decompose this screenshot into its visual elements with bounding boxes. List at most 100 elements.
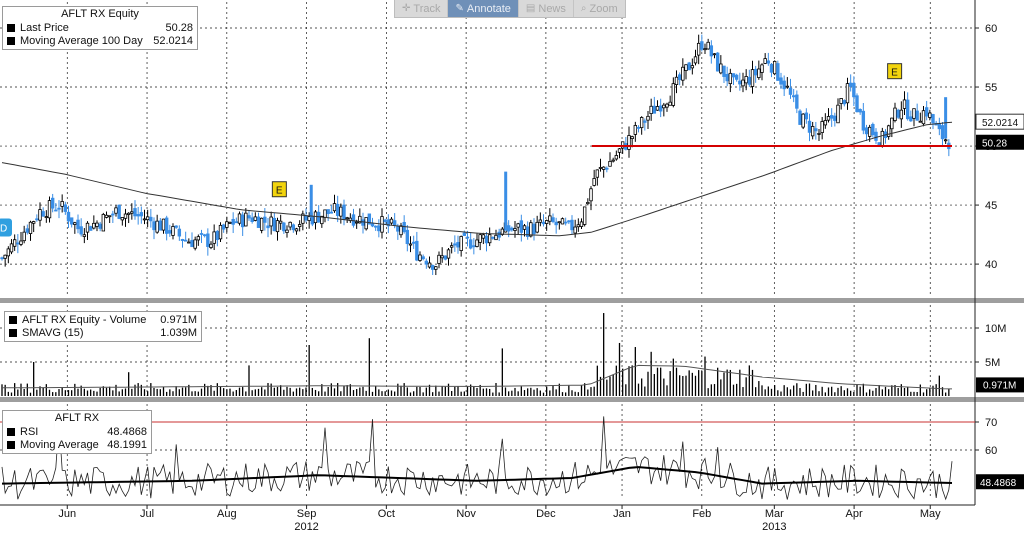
candle-body <box>719 63 723 74</box>
x-axis-label-aug: Aug <box>217 508 237 520</box>
candle-body <box>446 249 451 259</box>
candle-body <box>643 120 647 123</box>
candle-body <box>332 203 337 212</box>
candle-body <box>662 104 666 109</box>
candle-body <box>231 218 235 225</box>
candle-body <box>177 228 182 237</box>
candle-body <box>687 62 691 71</box>
rsi-label: RSI <box>20 425 39 438</box>
candle-body <box>373 225 378 228</box>
candle-body <box>627 135 631 150</box>
annotate-button[interactable]: ✎ Annotate <box>448 0 519 17</box>
x-axis-label-nov: Nov <box>456 508 476 520</box>
price-axis-label-60: 60 <box>985 23 997 35</box>
candle-body <box>437 254 441 264</box>
candle-body <box>361 219 365 226</box>
legend-row-rsi: RSI 48.4868 <box>7 425 147 438</box>
candle-body <box>658 105 663 112</box>
candle-body <box>570 219 574 231</box>
candle-body <box>253 216 258 221</box>
candle-body <box>886 125 891 137</box>
candle-body <box>722 65 726 77</box>
candle-body <box>589 188 593 202</box>
candle-body <box>82 234 87 237</box>
candle-body <box>434 266 438 270</box>
candle-body <box>291 224 296 231</box>
candle-body <box>855 95 859 113</box>
candle-body <box>16 242 20 245</box>
candle-body <box>218 224 223 240</box>
candle-body <box>275 220 280 233</box>
volume-legend[interactable]: AFLT RX Equity - Volume 0.971M SMAVG (15… <box>4 311 202 342</box>
candle-body <box>76 219 80 230</box>
candle-body <box>41 211 45 217</box>
candle-body <box>171 226 175 236</box>
candle-body <box>424 260 429 265</box>
rsi-ma-label: Moving Average <box>20 438 99 451</box>
candle-body <box>345 217 349 220</box>
candle-body <box>921 110 926 125</box>
candle-body <box>285 229 289 233</box>
candle-body <box>149 216 153 222</box>
candle-body <box>541 221 546 225</box>
candle-body <box>475 239 479 247</box>
candle-body <box>665 103 669 108</box>
candle-body <box>598 167 603 169</box>
candle-body <box>807 120 812 133</box>
zoom-button[interactable]: ⌕ Zoom <box>574 0 625 17</box>
candle-body <box>804 112 809 120</box>
candle-body <box>481 234 486 239</box>
candle-body <box>741 79 745 87</box>
x-axis-label-sep: Sep <box>297 508 317 520</box>
candle-body <box>579 221 584 227</box>
candle-body <box>142 218 147 221</box>
price-spike-candle-2 <box>944 97 948 139</box>
candle-body <box>744 76 748 84</box>
candle-body <box>674 76 679 85</box>
last-price-value: 50.28 <box>165 21 193 34</box>
price-legend[interactable]: AFLT RX Equity Last Price 50.28 Moving A… <box>2 6 198 50</box>
candle-body <box>820 121 824 133</box>
news-button[interactable]: ▤ News <box>519 0 574 17</box>
legend-row-rsi-ma: Moving Average 48.1991 <box>7 438 147 451</box>
candle-body <box>747 76 752 85</box>
candle-body <box>757 68 761 78</box>
zoom-label: Zoom <box>589 2 618 15</box>
candle-body <box>595 169 600 178</box>
candle-body <box>893 107 897 121</box>
candle-body <box>510 227 514 231</box>
candles-group <box>0 34 951 276</box>
price-spike-candle-0 <box>309 184 313 218</box>
candle-body <box>605 167 609 170</box>
candle-body <box>294 228 299 232</box>
candle-body <box>399 225 403 236</box>
news-icon: ▤ <box>525 2 536 14</box>
price-axis-label-45: 45 <box>985 200 997 212</box>
smavg-swatch <box>9 328 17 337</box>
candle-body <box>57 207 61 210</box>
rsi-axis-label-70: 70 <box>985 417 997 429</box>
volume-swatch <box>9 315 17 324</box>
legend-row-volume: AFLT RX Equity - Volume 0.971M <box>9 313 197 326</box>
rsi-legend[interactable]: AFLT RX RSI 48.4868 Moving Average 48.19… <box>2 410 152 454</box>
candle-body <box>193 239 197 249</box>
candle-body <box>392 220 397 226</box>
candle-body <box>259 217 264 231</box>
candle-body <box>240 214 245 228</box>
track-button[interactable]: ✛ Track <box>395 0 449 17</box>
candle-body <box>709 45 714 57</box>
candle-body <box>180 239 185 241</box>
candle-body <box>601 166 606 170</box>
candle-body <box>9 243 14 253</box>
candle-body <box>491 236 495 239</box>
x-axis-label-jan: Jan <box>613 508 631 520</box>
candle-body <box>459 236 463 251</box>
candle-body <box>35 218 39 221</box>
candle-body <box>915 110 919 121</box>
x-axis-label-mar: Mar <box>765 508 784 520</box>
candle-body <box>554 221 558 226</box>
candle-body <box>98 223 102 229</box>
candle-body <box>288 221 292 228</box>
candle-body <box>418 254 422 261</box>
candle-body <box>614 155 619 160</box>
